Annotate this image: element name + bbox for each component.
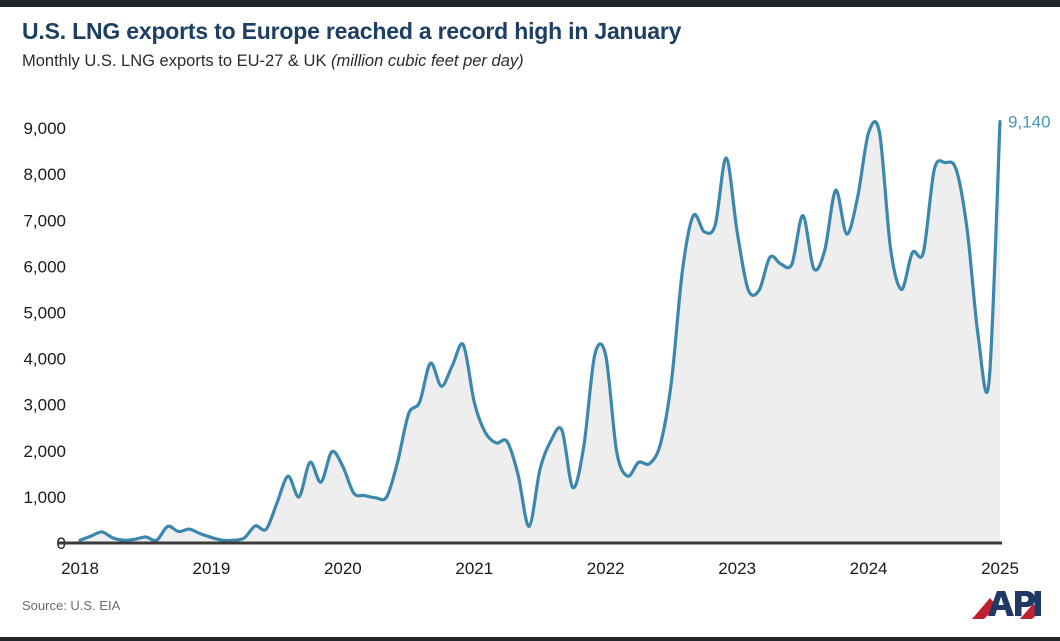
y-axis-tick-label: 2,000	[23, 442, 66, 461]
bottom-accent-bar	[0, 637, 1060, 641]
logo-letter-p	[1015, 591, 1035, 616]
y-axis-tick-label: 6,000	[23, 257, 66, 276]
y-axis-tick-label: 9,000	[23, 119, 66, 138]
x-axis-tick-label: 2023	[718, 559, 756, 576]
y-axis-tick-label: 1,000	[23, 488, 66, 507]
peak-value-label: 9,140	[1008, 113, 1051, 132]
chart-container: 01,0002,0003,0004,0005,0006,0007,0008,00…	[0, 86, 1060, 578]
y-axis-tick-label: 8,000	[23, 165, 66, 184]
y-axis-tick-label: 7,000	[23, 211, 66, 230]
x-axis-tick-label: 2019	[193, 559, 231, 576]
top-accent-bar	[0, 0, 1060, 7]
x-axis-tick-label: 2020	[324, 559, 362, 576]
x-axis-tick-label: 2021	[455, 559, 493, 576]
x-axis-tick-label: 2024	[850, 559, 888, 576]
logo-letter-i	[1034, 591, 1041, 616]
y-axis-tick-label: 5,000	[23, 303, 66, 322]
y-axis-tick-label: 4,000	[23, 350, 66, 369]
chart-data-line	[78, 120, 1002, 543]
chart-area-fill	[80, 121, 1000, 543]
y-axis-tick-label: 3,000	[23, 396, 66, 415]
x-axis-tick-label: 2025	[981, 559, 1019, 576]
x-axis-tick-label: 2022	[587, 559, 625, 576]
api-logo	[970, 586, 1042, 624]
subtitle-units: (million cubic feet per day)	[331, 52, 524, 70]
line-area-chart: 01,0002,0003,0004,0005,0006,0007,0008,00…	[23, 113, 1051, 578]
logo-letter-a	[988, 591, 1014, 616]
page-title: U.S. LNG exports to Europe reached a rec…	[22, 18, 682, 44]
source-note: Source: U.S. EIA	[22, 598, 121, 613]
subtitle-text: Monthly U.S. LNG exports to EU-27 & UK	[22, 52, 332, 70]
logo-red-left-chevron	[972, 598, 997, 619]
page-subtitle: Monthly U.S. LNG exports to EU-27 & UK (…	[22, 52, 524, 71]
x-axis-tick-label: 2018	[61, 559, 99, 576]
